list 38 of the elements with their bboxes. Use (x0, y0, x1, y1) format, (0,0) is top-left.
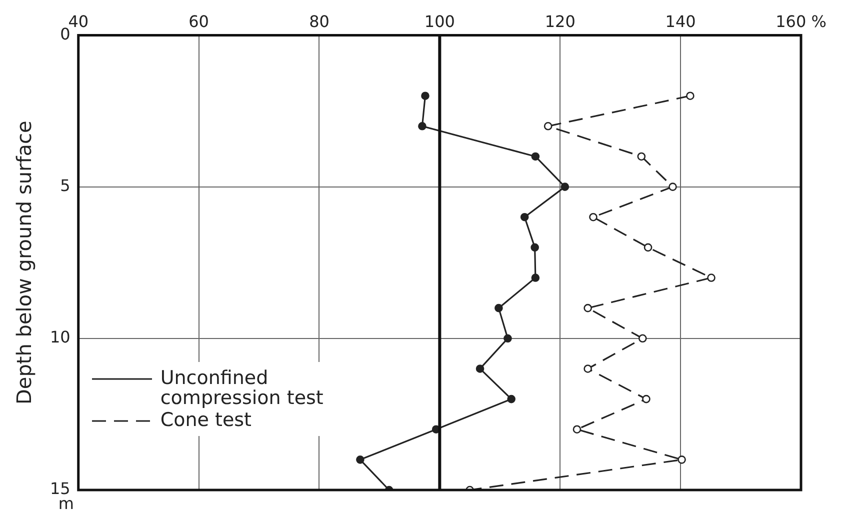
legend-label: Cone test (160, 409, 252, 431)
x-tick-label: 40 (68, 12, 89, 31)
x-tick-label: 100 (424, 12, 455, 31)
point (678, 456, 686, 464)
x-tick-label: 160 % (776, 12, 826, 31)
x-tick-label: 80 (309, 12, 330, 31)
y-axis-title: Depth below ground surface (12, 120, 36, 405)
point (642, 394, 650, 404)
point (507, 394, 516, 404)
legend-label: Unconfined compression test (160, 367, 324, 409)
point (531, 274, 540, 282)
point (476, 364, 484, 373)
point (418, 122, 426, 130)
point (707, 274, 716, 282)
point (531, 152, 540, 161)
point (589, 212, 598, 222)
y-tick-label: 0 (60, 24, 70, 44)
point (686, 92, 694, 100)
point (644, 243, 652, 252)
x-tick-label: 140 (665, 12, 696, 31)
x-tick-label: 60 (188, 12, 209, 31)
point (560, 182, 570, 191)
point (544, 122, 552, 130)
point (504, 334, 512, 343)
point (638, 334, 647, 343)
point (494, 304, 503, 312)
point (584, 304, 592, 312)
point (572, 425, 582, 434)
point (584, 364, 592, 373)
y-tick-label: 10 (50, 328, 70, 347)
point (520, 212, 529, 222)
x-tick-label: 120 (544, 12, 576, 31)
point (530, 243, 539, 252)
point (668, 182, 677, 191)
point (637, 152, 646, 161)
point (421, 92, 430, 100)
y-tick-label: 5 (60, 176, 70, 195)
point (356, 456, 364, 464)
